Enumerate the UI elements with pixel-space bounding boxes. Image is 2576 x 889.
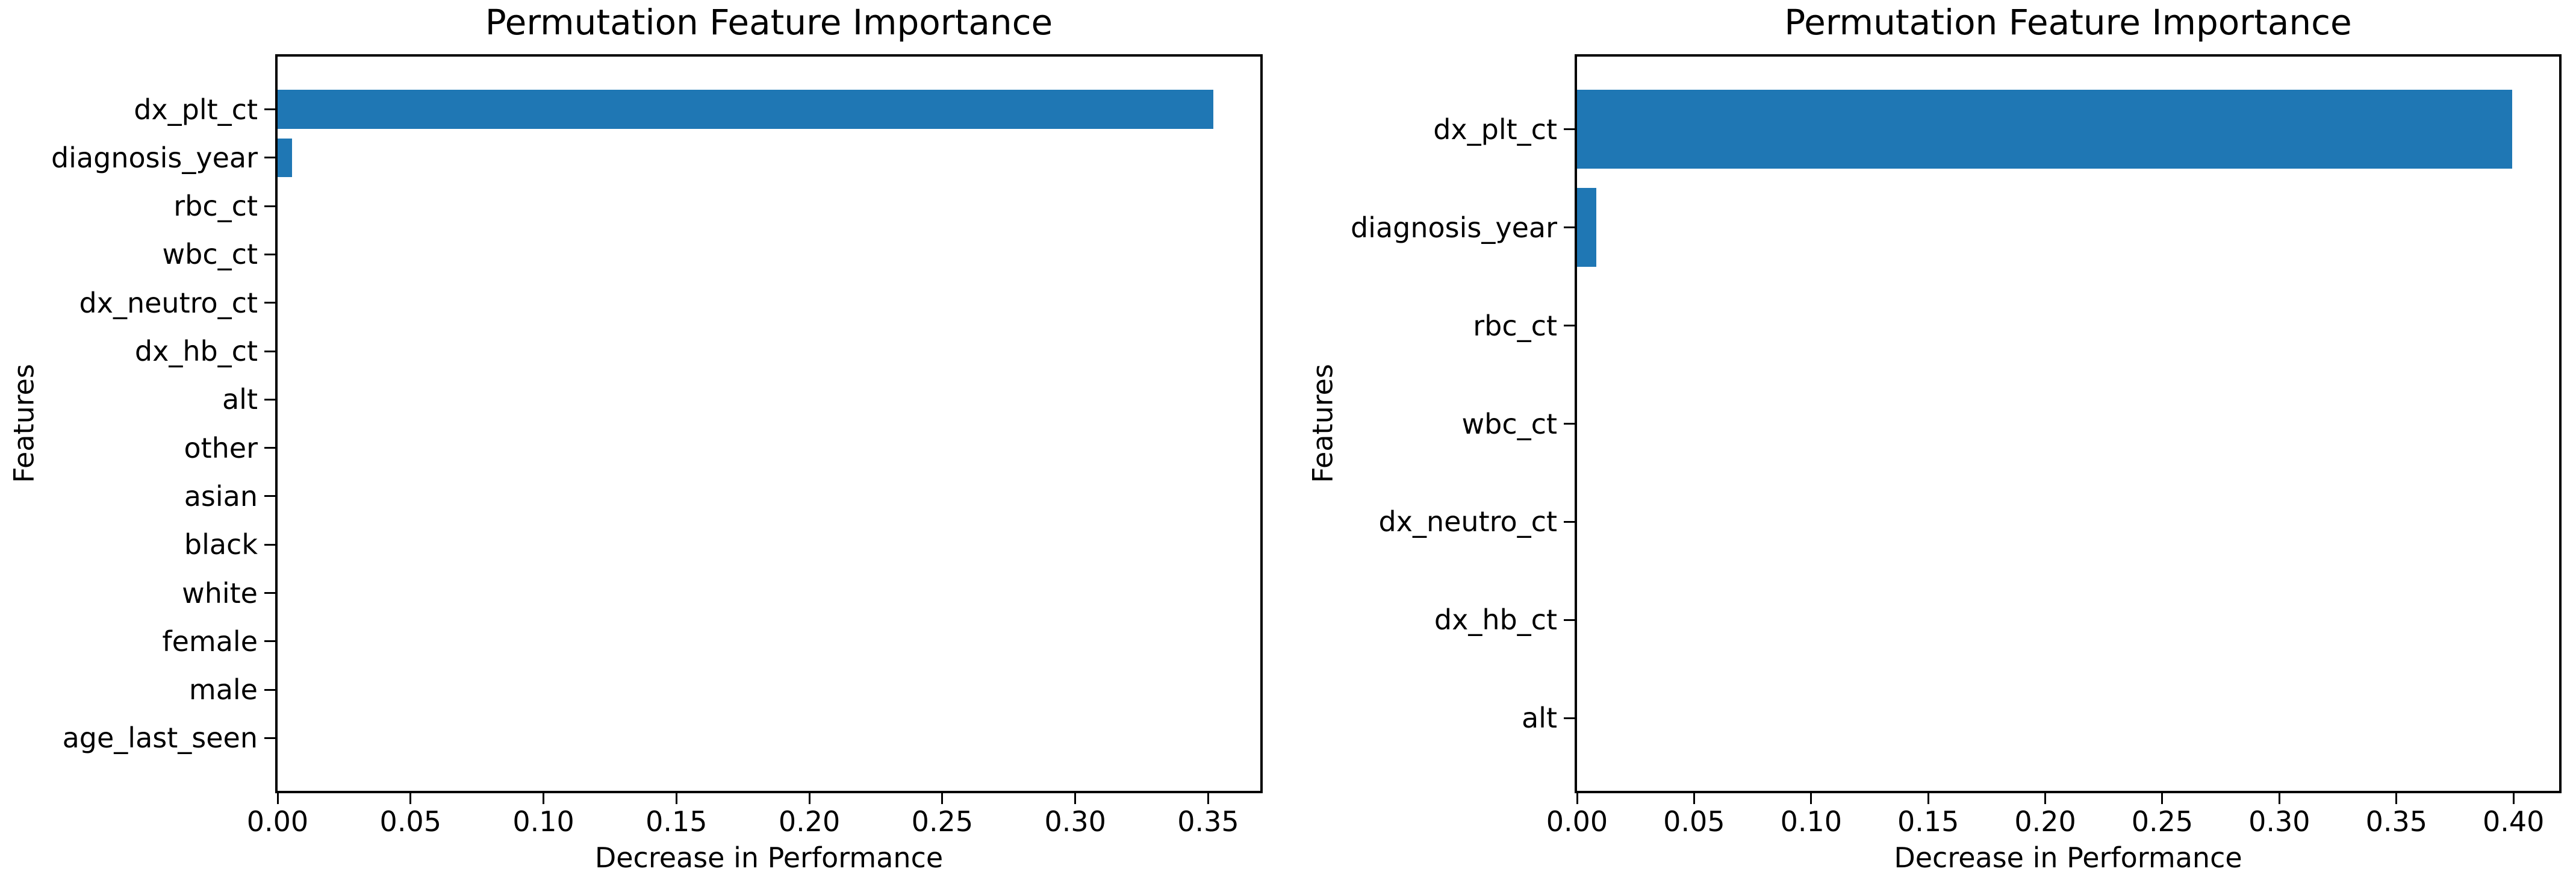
y-tick-label: diagnosis_year (1350, 211, 1557, 244)
y-tick-mark (1564, 619, 1575, 621)
y-tick-label: white (182, 576, 258, 610)
plot-area (1575, 54, 2562, 793)
plot-area (275, 54, 1263, 793)
y-tick-label: dx_plt_ct (134, 93, 258, 126)
y-tick-mark (264, 688, 275, 691)
y-tick-mark (264, 592, 275, 594)
x-tick-mark (409, 793, 412, 804)
x-tick-label: 0.35 (2365, 805, 2427, 838)
y-axis-label: Features (1306, 364, 1339, 483)
y-tick-label: dx_neutro_ct (1378, 505, 1557, 538)
y-tick-label: rbc_ct (173, 190, 258, 223)
y-tick-mark (264, 205, 275, 207)
y-tick-mark (264, 447, 275, 449)
bar-diagnosis_year (278, 138, 293, 177)
y-tick-mark (1564, 325, 1575, 327)
y-tick-mark (264, 302, 275, 304)
y-tick-label: dx_hb_ct (134, 335, 258, 368)
chart-title: Permutation Feature Importance (485, 2, 1053, 43)
bar-diagnosis_year (1577, 188, 1596, 267)
x-tick-mark (2161, 793, 2164, 804)
y-tick-label: alt (222, 383, 258, 416)
y-tick-label: asian (184, 479, 258, 513)
x-tick-label: 0.10 (1780, 805, 1842, 838)
y-tick-mark (264, 157, 275, 159)
x-tick-label: 0.25 (2131, 805, 2194, 838)
x-axis-label: Decrease in Performance (594, 841, 944, 874)
x-tick-mark (1074, 793, 1077, 804)
bar-dx_plt_ct (1577, 90, 2513, 169)
y-tick-mark (264, 737, 275, 739)
y-tick-mark (264, 543, 275, 546)
y-tick-label: diagnosis_year (51, 141, 258, 174)
x-tick-mark (543, 793, 545, 804)
x-tick-label: 0.30 (1044, 805, 1106, 838)
x-tick-mark (1576, 793, 1578, 804)
y-tick-label: wbc_ct (162, 238, 258, 271)
x-tick-mark (1693, 793, 1695, 804)
y-tick-label: rbc_ct (1473, 309, 1557, 342)
x-tick-mark (1927, 793, 1929, 804)
x-tick-label: 0.15 (646, 805, 708, 838)
y-tick-mark (1564, 520, 1575, 523)
y-tick-mark (1564, 128, 1575, 131)
bar-dx_plt_ct (278, 90, 1214, 129)
x-tick-mark (808, 793, 810, 804)
x-tick-label: 0.00 (1546, 805, 1608, 838)
x-tick-label: 0.40 (2482, 805, 2545, 838)
y-tick-label: age_last_seen (62, 722, 258, 755)
y-tick-mark (264, 495, 275, 498)
x-tick-label: 0.20 (778, 805, 841, 838)
x-tick-label: 0.00 (246, 805, 309, 838)
x-tick-mark (2395, 793, 2398, 804)
x-tick-label: 0.20 (2014, 805, 2076, 838)
y-tick-label: dx_hb_ct (1434, 604, 1557, 637)
x-tick-label: 0.30 (2248, 805, 2310, 838)
x-tick-label: 0.05 (1663, 805, 1725, 838)
x-tick-label: 0.25 (911, 805, 974, 838)
y-tick-label: wbc_ct (1461, 407, 1557, 440)
y-tick-mark (1564, 226, 1575, 229)
y-tick-label: male (188, 673, 258, 707)
y-tick-label: black (184, 528, 258, 561)
x-tick-label: 0.05 (379, 805, 441, 838)
x-tick-mark (2044, 793, 2047, 804)
x-tick-mark (941, 793, 944, 804)
x-tick-mark (2512, 793, 2515, 804)
y-tick-mark (264, 640, 275, 643)
y-tick-label: alt (1521, 702, 1557, 735)
y-tick-mark (1564, 423, 1575, 425)
x-tick-mark (276, 793, 279, 804)
y-tick-mark (1564, 717, 1575, 719)
x-tick-mark (1810, 793, 1812, 804)
x-tick-label: 0.10 (512, 805, 574, 838)
x-tick-label: 0.35 (1177, 805, 1239, 838)
x-tick-label: 0.15 (1897, 805, 1959, 838)
y-tick-mark (264, 350, 275, 352)
y-tick-label: dx_plt_ct (1433, 113, 1557, 146)
y-tick-mark (264, 108, 275, 111)
y-tick-label: female (162, 625, 258, 658)
x-tick-mark (675, 793, 677, 804)
y-tick-mark (264, 398, 275, 401)
chart-title: Permutation Feature Importance (1784, 2, 2352, 43)
x-tick-mark (2278, 793, 2280, 804)
x-tick-mark (1207, 793, 1209, 804)
y-tick-label: other (184, 431, 258, 464)
y-tick-mark (264, 253, 275, 255)
x-axis-label: Decrease in Performance (1894, 841, 2242, 874)
y-tick-label: dx_neutro_ct (79, 286, 258, 319)
